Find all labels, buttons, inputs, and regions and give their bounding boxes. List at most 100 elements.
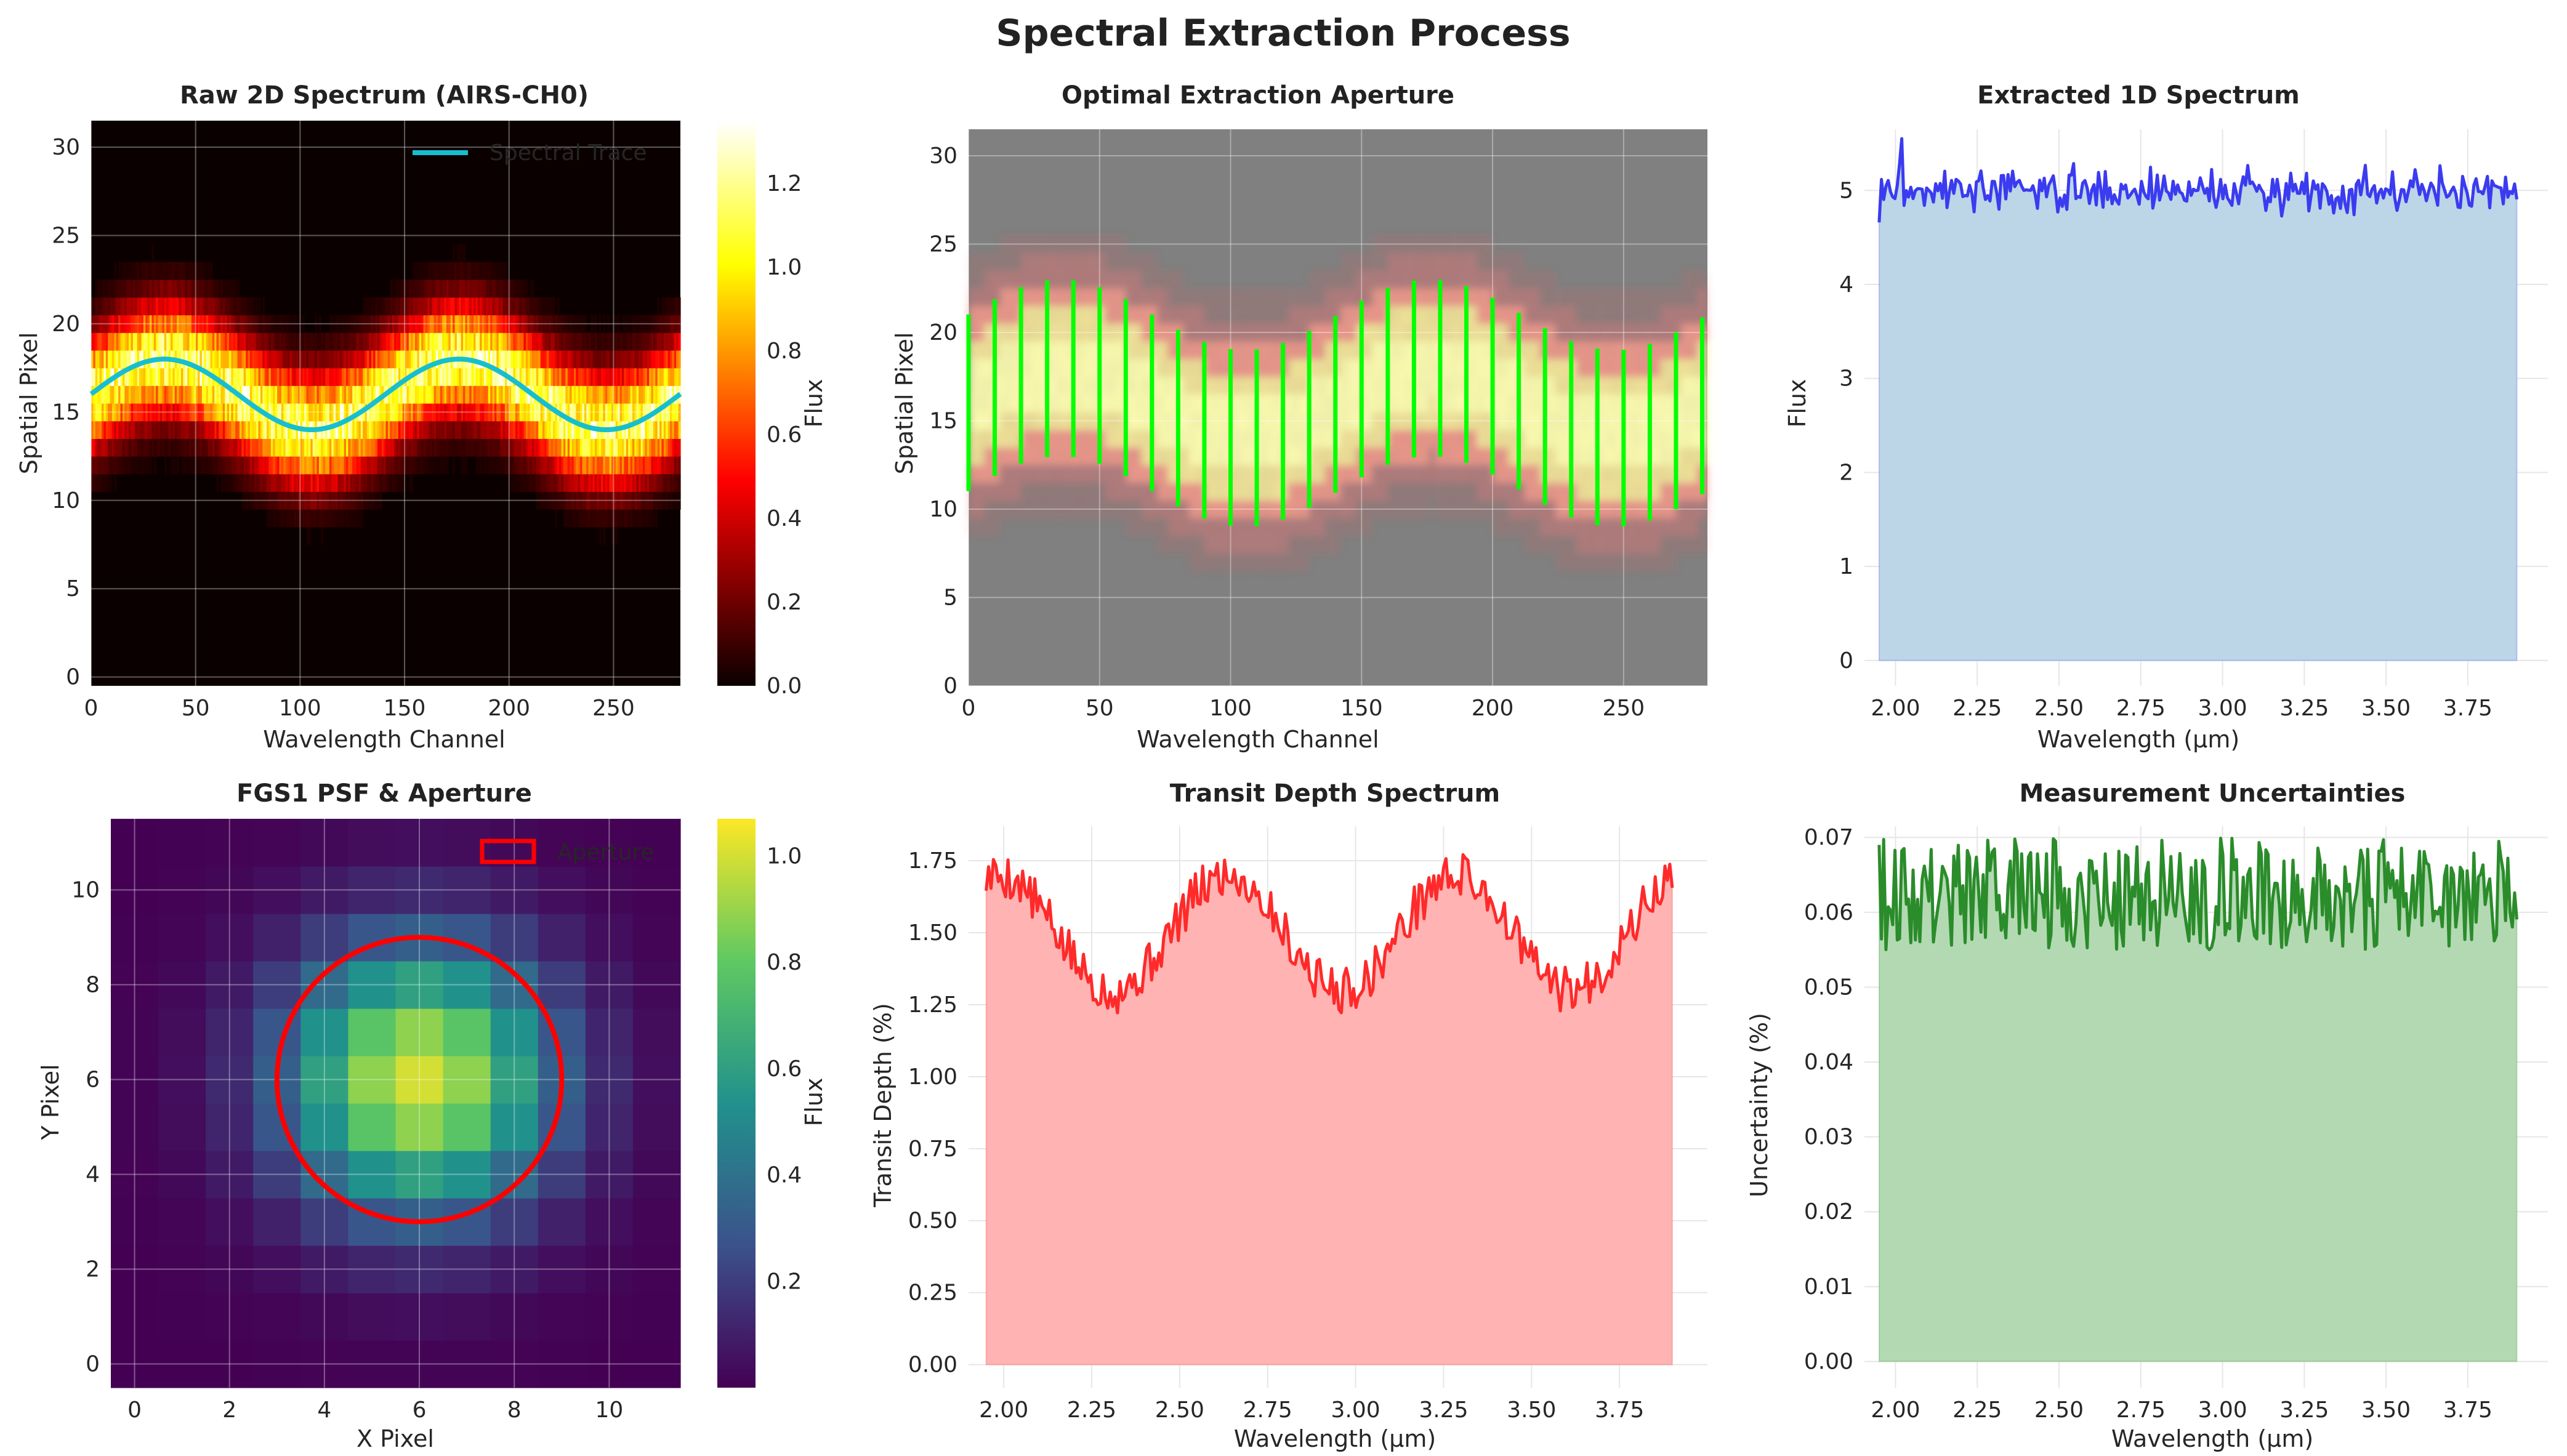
heatmap-cell (268, 438, 272, 457)
raw2d-legend-label: Spectral Trace (490, 140, 647, 166)
heatmap-cell (97, 473, 100, 493)
heatmap-cell (227, 297, 230, 316)
aperture-cell (1141, 482, 1147, 501)
aperture-cell (1304, 500, 1310, 518)
aperture-cell (1387, 323, 1393, 342)
aperture-cell (1493, 394, 1499, 412)
aperture-cell (1188, 394, 1195, 412)
aperture-cell (1246, 553, 1252, 572)
aperture-cell (1073, 376, 1079, 395)
aperture-cell (1204, 500, 1211, 518)
heatmap-cell (172, 438, 175, 457)
heatmap-cell (385, 438, 389, 457)
aperture-cell (973, 429, 980, 448)
aperture-cell (1414, 429, 1420, 448)
aperture-cell (1068, 429, 1074, 448)
heatmap-cell (522, 473, 525, 493)
heatmap-cell (243, 438, 246, 457)
aperture-cell (1387, 482, 1393, 501)
heatmap-cell (258, 491, 261, 510)
aperture-cell (1099, 252, 1105, 271)
heatmap-cell (666, 403, 669, 422)
aperture-cell (1021, 482, 1027, 501)
aperture-cell (1435, 288, 1441, 307)
heatmap-cell (135, 332, 138, 351)
aperture-cell (1345, 288, 1352, 307)
heatmap-cell (496, 262, 499, 280)
aperture-cell (1204, 288, 1211, 307)
heatmap-cell (429, 403, 432, 422)
aperture-cell (1167, 412, 1174, 430)
heatmap-cell (185, 315, 188, 333)
heatmap-cell (356, 350, 359, 369)
aperture-cell (1477, 376, 1483, 395)
aperture-cell (1340, 359, 1347, 377)
aperture-cell (1241, 482, 1247, 501)
heatmap-cell (619, 509, 623, 528)
aperture-cell (1005, 305, 1011, 324)
heatmap-cell (513, 315, 516, 333)
heatmap-cell (296, 438, 299, 457)
aperture-cell (1251, 482, 1257, 501)
heatmap-cell (674, 491, 677, 510)
heatmap-cell (241, 332, 244, 351)
heatmap-cell (586, 403, 589, 422)
aperture-cell (1015, 412, 1022, 430)
heatmap-cell (435, 350, 438, 369)
heatmap-cell (390, 315, 393, 333)
aperture-cell (1382, 270, 1388, 289)
heatmap-cell (475, 332, 478, 351)
heatmap-cell (336, 368, 339, 386)
heatmap-cell (419, 280, 422, 298)
heatmap-cell (204, 332, 207, 351)
aperture-cell (1466, 447, 1472, 465)
heatmap-cell (394, 473, 397, 493)
heatmap-cell (220, 297, 224, 316)
heatmap-cell (482, 403, 485, 422)
spectral-trace-line (89, 356, 682, 433)
heatmap-cell (536, 315, 539, 333)
heatmap-cell (525, 280, 528, 298)
aperture-cell (1236, 553, 1242, 572)
heatmap-cell (300, 350, 303, 369)
heatmap-cell (360, 438, 363, 457)
aperture-cell (1283, 412, 1289, 430)
heatmap-cell (502, 420, 506, 439)
heatmap-cell (632, 456, 635, 475)
heatmap-cell (513, 332, 516, 351)
heatmap-cell (607, 368, 610, 386)
aperture-cell (1466, 305, 1472, 324)
aperture-cell (1057, 500, 1063, 518)
heatmap-cell (321, 491, 324, 510)
heatmap-cell (158, 332, 161, 351)
heatmap-cell (208, 456, 211, 475)
aperture-cell (1393, 359, 1399, 377)
heatmap-cell (118, 280, 121, 298)
heatmap-cell (474, 420, 477, 439)
aperture-cell (1178, 376, 1184, 395)
heatmap-cell (488, 297, 491, 316)
aperture-cell (1225, 465, 1231, 483)
heatmap-cell (571, 368, 574, 386)
aperture-cell (1073, 412, 1079, 430)
heatmap-cell (321, 332, 324, 351)
aperture-cell (1487, 252, 1493, 271)
heatmap-cell (241, 473, 244, 493)
aperture-cell (1151, 394, 1158, 412)
heatmap-cell (189, 385, 192, 404)
heatmap-cell (419, 420, 422, 439)
heatmap-cell (435, 332, 438, 351)
heatmap-cell (469, 438, 472, 457)
aperture-cell (1188, 482, 1195, 501)
heatmap-cell (421, 315, 424, 333)
heatmap-cell (296, 491, 299, 510)
heatmap-cell (135, 368, 138, 386)
heatmap-cell (609, 438, 612, 457)
heatmap-cell (400, 368, 403, 386)
heatmap-cell (642, 420, 645, 439)
heatmap-cell (350, 509, 353, 528)
heatmap-cell (375, 315, 378, 333)
heatmap-cell (471, 403, 474, 422)
aperture-cell (1000, 235, 1006, 254)
heatmap-cell (492, 456, 495, 475)
